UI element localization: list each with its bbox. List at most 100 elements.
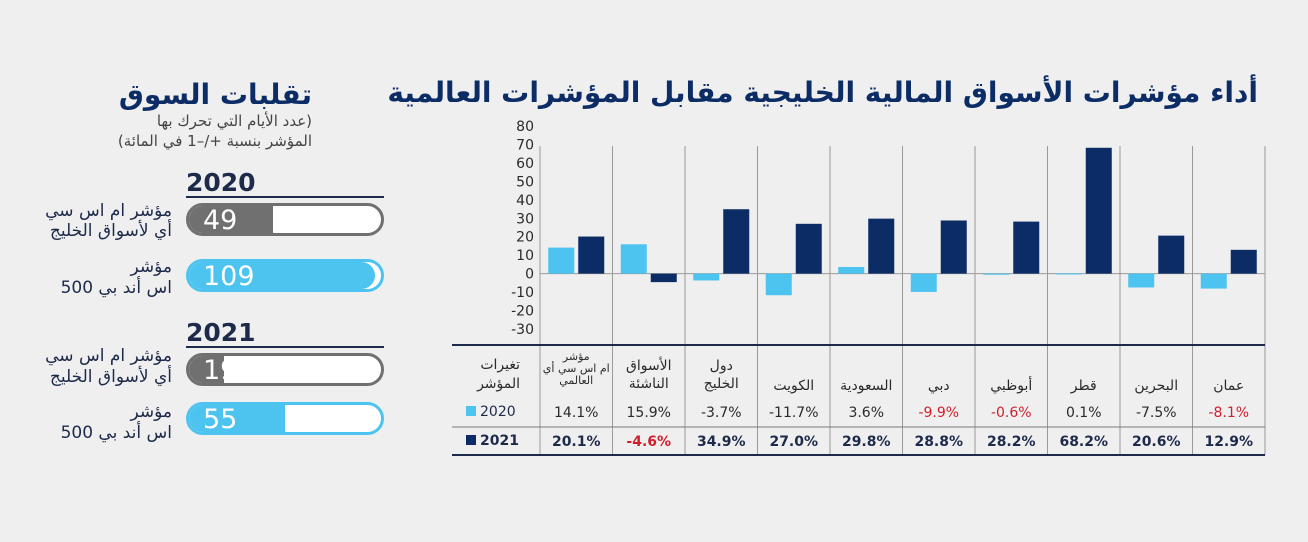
table-header-label-line2: المؤشر — [476, 376, 520, 392]
table-value-2021: 12.9% — [1204, 434, 1253, 450]
bar-2021 — [1013, 221, 1040, 274]
bar-2021 — [795, 223, 822, 274]
table-value-2020: 0.1% — [1066, 405, 1102, 421]
bar-2020 — [983, 273, 1010, 275]
label-gcc-2021-line2: أي لأسواق الخليج — [49, 367, 172, 387]
table-category-label: عمان — [1213, 378, 1244, 394]
table-value-2021: 68.2% — [1059, 434, 1108, 450]
volatility-subtitle-line1: (عدد الأيام التي تحرك بها — [156, 112, 312, 130]
legend-swatch-2021 — [466, 435, 476, 445]
table-value-2021: 28.2% — [987, 434, 1036, 450]
table-value-2020: -7.5% — [1136, 405, 1177, 421]
bar-gcc-2021-fill — [189, 356, 224, 383]
bar-sp-2020: 109 — [186, 259, 384, 292]
y-tick-label: -30 — [511, 322, 534, 338]
bar-2020 — [548, 247, 575, 274]
bar-2021 — [650, 273, 677, 283]
chart-title: أداء مؤشرات الأسواق المالية الخليجية مقا… — [387, 76, 1258, 109]
table-category-label: دول — [710, 358, 733, 374]
bar-2020 — [910, 273, 937, 292]
bar-2020 — [1055, 273, 1082, 275]
bar-2021 — [1158, 235, 1185, 274]
volatility-title: تقلبات السوق — [118, 78, 312, 111]
value-sp-2021: 55 — [203, 404, 238, 435]
bar-sp-2021-fill — [189, 405, 285, 432]
label-sp-2021-line2: اس أند بي 500 — [60, 423, 172, 443]
y-tick-label: 30 — [516, 211, 534, 227]
table-category-label: مؤشر — [562, 350, 590, 363]
table-value-2020: -11.7% — [769, 405, 819, 421]
bar-2021 — [868, 218, 895, 274]
table-value-2021: 20.6% — [1132, 434, 1181, 450]
label-sp-2020-line2: اس أند بي 500 — [60, 278, 172, 298]
table-category-label: الخليج — [704, 376, 739, 392]
bar-2021 — [723, 209, 750, 274]
y-tick-label: 40 — [516, 193, 534, 209]
label-sp-2020-line1: مؤشر — [130, 257, 172, 277]
table-value-2020: 3.6% — [848, 405, 884, 421]
table-category-label: قطر — [1070, 378, 1097, 394]
bar-2020 — [620, 244, 647, 274]
bar-2021 — [940, 220, 967, 274]
table-value-2020: -0.6% — [991, 405, 1032, 421]
table-category-label: دبي — [928, 378, 950, 394]
bar-gcc-2020: 49 — [186, 203, 384, 236]
table-category-label: العالمي — [559, 374, 593, 387]
bar-2020 — [1200, 273, 1227, 289]
table-value-2021: 34.9% — [697, 434, 746, 450]
table-category-label: ام اس سي أي — [543, 361, 610, 375]
table-category-label: الكويت — [773, 378, 814, 394]
table-header-label: تغيرات — [480, 357, 520, 373]
y-tick-label: -10 — [511, 285, 534, 301]
bar-2020 — [693, 273, 720, 281]
table-value-2020: 15.9% — [627, 405, 671, 421]
table-category-label: أبوظبي — [990, 376, 1032, 394]
y-tick-label: -20 — [511, 304, 534, 320]
table-value-2021: 28.8% — [914, 434, 963, 450]
bar-sp-2021: 55 — [186, 402, 384, 435]
table-value-2021: -4.6% — [626, 434, 671, 450]
y-tick-label: 20 — [516, 230, 534, 246]
table-category-label: البحرين — [1134, 378, 1178, 394]
bar-2020 — [1128, 273, 1155, 288]
year-underline-2021 — [186, 346, 384, 348]
year-heading-2021: 2021 — [186, 318, 256, 347]
bar-2020 — [838, 266, 865, 274]
table-value-2020: -9.9% — [918, 405, 959, 421]
table-value-2021: 29.8% — [842, 434, 891, 450]
year-underline-2020 — [186, 196, 384, 198]
legend-swatch-2020 — [466, 406, 476, 416]
legend-label-2021: 2021 — [480, 433, 519, 449]
bar-sp-2020-fill — [189, 262, 376, 289]
label-gcc-2020-line1: مؤشر ام اس سي — [45, 201, 172, 221]
value-sp-2020: 109 — [203, 261, 255, 292]
table-category-label: الأسواق — [626, 356, 672, 374]
value-gcc-2020: 49 — [203, 205, 238, 236]
year-heading-2020: 2020 — [186, 168, 256, 197]
y-tick-label: 0 — [525, 267, 534, 283]
table-value-2021: 27.0% — [769, 434, 818, 450]
volatility-subtitle-line2: المؤشر بنسبة +/–1 في المائة) — [117, 132, 312, 150]
bar-2021 — [1230, 249, 1257, 274]
y-tick-label: 80 — [516, 119, 534, 135]
table-category-label: الناشئة — [629, 376, 669, 392]
label-gcc-2021-line1: مؤشر ام اس سي — [45, 346, 172, 366]
table-value-2020: -8.1% — [1208, 405, 1249, 421]
y-tick-label: 10 — [516, 248, 534, 264]
bar-gcc-2021: 19 — [186, 353, 384, 386]
label-sp-2021-line1: مؤشر — [130, 402, 172, 422]
legend-label-2020: 2020 — [480, 404, 516, 420]
table-value-2020: -3.7% — [701, 405, 742, 421]
bar-gcc-2020-fill — [189, 206, 274, 233]
bar-2021 — [578, 236, 605, 274]
label-gcc-2020-line2: أي لأسواق الخليج — [49, 221, 172, 241]
value-gcc-2021: 19 — [203, 355, 238, 386]
table-category-label: السعودية — [840, 378, 892, 394]
y-tick-label: 50 — [516, 174, 534, 190]
bar-2020 — [765, 273, 792, 296]
table-value-2020: 14.1% — [554, 405, 598, 421]
y-tick-label: 70 — [516, 137, 534, 153]
bar-2021 — [1085, 147, 1112, 274]
table-value-2021: 20.1% — [552, 434, 601, 450]
